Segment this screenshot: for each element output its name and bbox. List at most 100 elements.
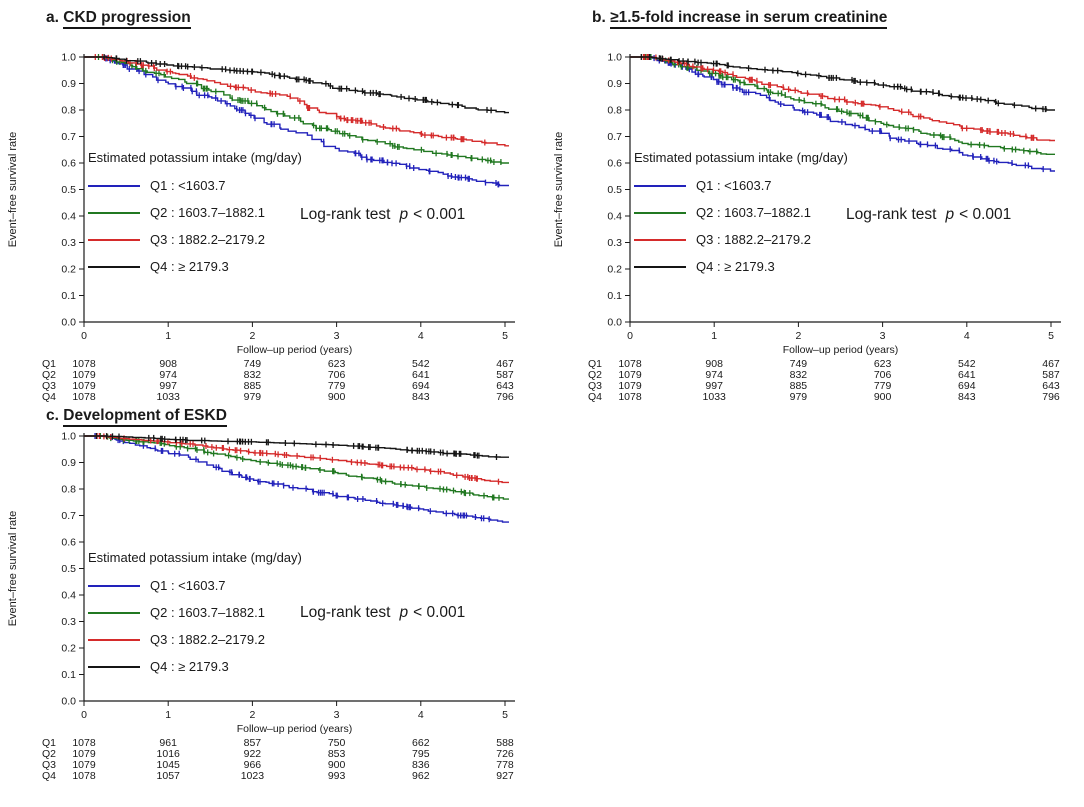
panel-b-title-text: ≥1.5-fold increase in serum creatinine <box>610 9 888 29</box>
risk-row-label: Q4 <box>42 391 56 403</box>
risk-count: 1079 <box>72 380 96 392</box>
risk-count: 1078 <box>72 737 96 749</box>
x-tick-label: 5 <box>1048 330 1054 342</box>
y-tick-label: 0.2 <box>61 264 76 276</box>
y-tick-label: 0.1 <box>607 290 622 302</box>
x-tick-label: 3 <box>880 330 886 342</box>
risk-count: 836 <box>412 759 430 771</box>
legend-entry-q1: Q1 : <1603.7 <box>88 172 302 199</box>
risk-count: 643 <box>496 380 514 392</box>
risk-count: 908 <box>705 358 723 370</box>
risk-count: 694 <box>412 380 430 392</box>
risk-count: 885 <box>244 380 262 392</box>
risk-row-label: Q1 <box>42 737 56 749</box>
risk-count: 832 <box>790 369 808 381</box>
panel-a-title: a. CKD progression <box>46 9 191 29</box>
legend-label-q1: Q1 : <1603.7 <box>150 178 226 193</box>
legend-title: Estimated potassium intake (mg/day) <box>88 550 302 565</box>
legend-entry-q4: Q4 : ≥ 2179.3 <box>88 253 302 280</box>
risk-count: 1057 <box>157 770 181 782</box>
y-tick-label: 0.3 <box>607 237 622 249</box>
y-tick-label: 0.0 <box>61 317 76 329</box>
x-tick-label: 4 <box>418 709 424 721</box>
km-plot-a: 1.0 0.9 0.8 0.7 0.6 0.5 0.4 0.3 0.2 0.1 0.0 0 1 2 3 4 5 F… <box>7 52 515 403</box>
risk-row-label: Q2 <box>588 369 602 381</box>
q1-line-swatch <box>88 584 140 587</box>
logrank-value: < 0.001 <box>413 206 466 223</box>
legend-title: Estimated potassium intake (mg/day) <box>88 150 302 165</box>
logrank-value: < 0.001 <box>413 604 466 621</box>
panel-a-title-text: CKD progression <box>63 9 191 29</box>
logrank-text: Log-rank test <box>300 206 391 223</box>
panel-b-letter: b. <box>592 9 606 26</box>
risk-count: 974 <box>159 369 177 381</box>
risk-count: 843 <box>412 391 430 403</box>
panel-b-serum-creatinine: 1.0 0.9 0.8 0.7 0.6 0.5 0.4 0.3 0.2 0.1 0.0 0 1 2 3 4 5 F… <box>548 0 1084 404</box>
y-tick-label: 1.0 <box>607 52 622 64</box>
y-tick-label: 0.7 <box>607 131 622 143</box>
risk-count: 779 <box>874 380 892 392</box>
risk-row-label: Q4 <box>588 391 602 403</box>
risk-count: 857 <box>244 737 262 749</box>
legend-entry-q2: Q2 : 1603.7–1882.1 <box>88 599 302 626</box>
risk-count: 641 <box>958 369 976 381</box>
risk-row-label: Q1 <box>42 358 56 370</box>
q2-line-swatch <box>88 211 140 214</box>
risk-count: 796 <box>1042 391 1060 403</box>
logrank-text: Log-rank test <box>300 604 391 621</box>
km-curve-q1 <box>84 56 509 187</box>
y-tick-label: 0.5 <box>61 184 76 196</box>
x-axis-title: Follow–up period (years) <box>783 344 899 356</box>
x-tick-label: 5 <box>502 330 508 342</box>
km-curve-q4 <box>84 435 509 458</box>
y-tick-label: 0.0 <box>61 696 76 708</box>
logrank-annotation-b: Log-rank test p < 0.001 <box>846 206 1011 224</box>
legend-entry-q1: Q1 : <1603.7 <box>634 172 848 199</box>
risk-count: 749 <box>244 358 262 370</box>
y-tick-label: 0.9 <box>61 78 76 90</box>
y-tick-label: 0.4 <box>61 590 76 602</box>
risk-row-label: Q2 <box>42 748 56 760</box>
km-curve-q3 <box>630 56 1055 142</box>
km-curve-q2 <box>84 56 509 164</box>
risk-count: 1078 <box>618 358 642 370</box>
risk-count: 1033 <box>703 391 727 403</box>
panel-a-letter: a. <box>46 9 59 26</box>
y-axis-title: Event–free survival rate <box>553 132 565 248</box>
risk-count: 1078 <box>618 391 642 403</box>
risk-row-label: Q3 <box>42 759 56 771</box>
risk-count: 1078 <box>72 770 96 782</box>
y-tick-label: 0.3 <box>61 237 76 249</box>
legend-entry-q3: Q3 : 1882.2–2179.2 <box>88 226 302 253</box>
legend-title: Estimated potassium intake (mg/day) <box>634 150 848 165</box>
risk-count: 726 <box>496 748 514 760</box>
y-tick-label: 0.6 <box>61 537 76 549</box>
x-axis-title: Follow–up period (years) <box>237 344 353 356</box>
legend-label-q2: Q2 : 1603.7–1882.1 <box>696 205 811 220</box>
km-curve-q4 <box>630 56 1055 111</box>
q3-line-swatch <box>88 638 140 641</box>
risk-count: 588 <box>496 737 514 749</box>
q4-line-swatch <box>88 665 140 668</box>
risk-count: 1079 <box>72 759 96 771</box>
panel-c-letter: c. <box>46 407 59 424</box>
legend-label-q3: Q3 : 1882.2–2179.2 <box>696 232 811 247</box>
q3-line-swatch <box>88 238 140 241</box>
risk-count: 542 <box>412 358 430 370</box>
legend-label-q3: Q3 : 1882.2–2179.2 <box>150 232 265 247</box>
q2-line-swatch <box>634 211 686 214</box>
risk-count: 979 <box>244 391 262 403</box>
risk-count: 832 <box>244 369 262 381</box>
risk-count: 778 <box>496 759 514 771</box>
risk-count: 706 <box>874 369 892 381</box>
risk-count: 749 <box>790 358 808 370</box>
risk-row-label: Q2 <box>42 369 56 381</box>
risk-count: 900 <box>874 391 892 403</box>
risk-count: 1033 <box>157 391 181 403</box>
y-tick-label: 0.3 <box>61 616 76 628</box>
km-curve-q2 <box>630 56 1055 155</box>
risk-count: 962 <box>412 770 430 782</box>
legend-entry-q3: Q3 : 1882.2–2179.2 <box>634 226 848 253</box>
risk-count: 922 <box>244 748 262 760</box>
